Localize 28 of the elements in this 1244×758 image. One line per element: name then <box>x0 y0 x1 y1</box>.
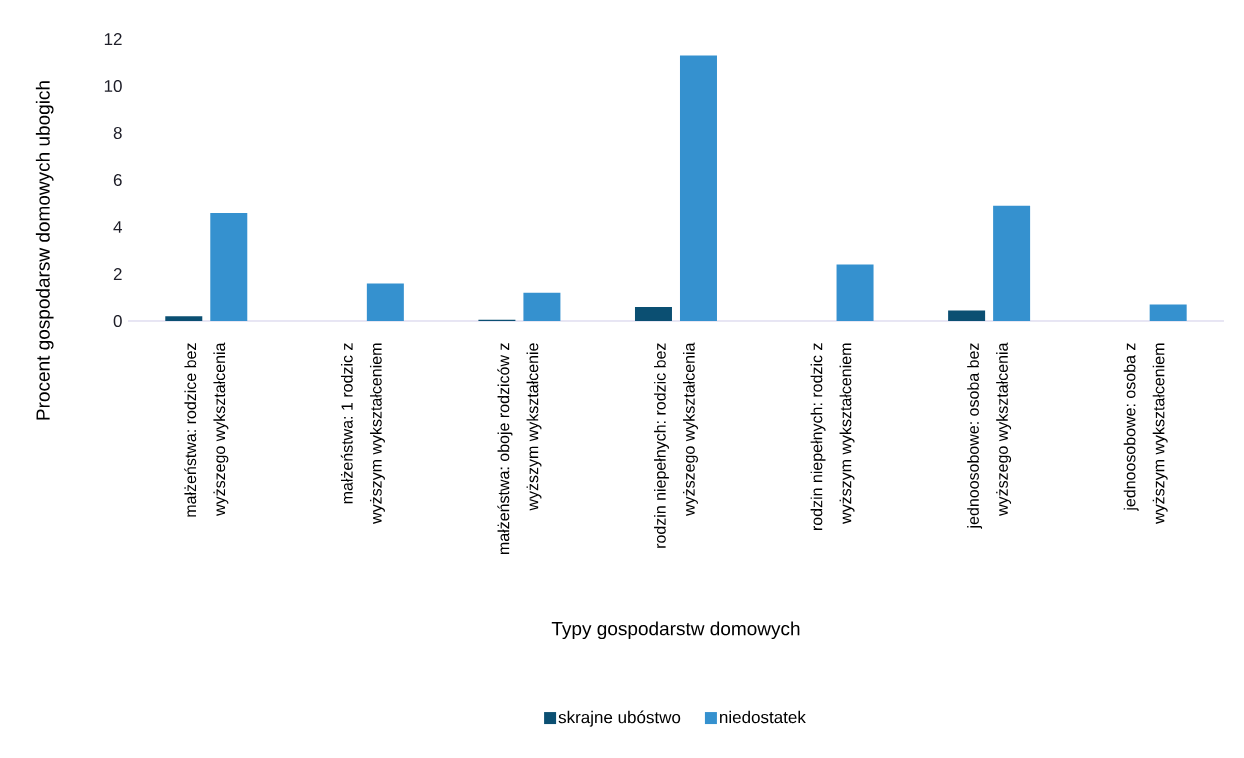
bar <box>210 212 248 321</box>
x-tick-label: małżeństwa: 1 rodzic z wyższym wykształceniem <box>340 343 385 524</box>
y-axis-title: Procent gospodarsw domowych ubogich <box>35 81 54 420</box>
y-tick-label: 4 <box>113 221 122 233</box>
y-tick-label: 2 <box>113 268 122 280</box>
bar <box>634 306 672 321</box>
bar <box>165 316 203 321</box>
y-tick-label: 6 <box>113 173 122 187</box>
x-tick-label: jednoosobowe: osoba bez wyższego wykształcenia <box>967 342 1012 529</box>
x-tick-label: rodzin niepełnych: rodzic z wyższym wykształceniem <box>810 343 855 531</box>
x-tick-label: jednoosobowe: osoba z wyższym wykształceniem <box>1123 343 1168 524</box>
bar <box>1149 304 1187 321</box>
bar <box>836 264 874 321</box>
legend-label: skrajne ubóstwo <box>558 710 681 727</box>
x-axis-title: Typy gospodarstw domowych <box>551 621 800 640</box>
x-tick-label: małżeństwa: oboje rodziców z wyższym wykształcenie <box>497 343 542 555</box>
y-tick-label: 0 <box>113 314 122 328</box>
x-tick-label: rodzin niepełnych: rodzic bez wyższego wykształcenia <box>654 342 698 548</box>
bar <box>523 292 561 321</box>
legend-label: niedostatek <box>720 710 806 724</box>
bar <box>679 55 717 321</box>
bar <box>948 310 986 321</box>
bar <box>993 205 1031 321</box>
y-tick-label: 8 <box>113 126 122 140</box>
y-tick-label: 12 <box>104 33 122 45</box>
x-tick-label: małżeństwa: rodzice bez wyższego wykształcenia <box>184 342 229 517</box>
y-tick-label: 10 <box>104 79 122 93</box>
bar <box>366 283 404 321</box>
